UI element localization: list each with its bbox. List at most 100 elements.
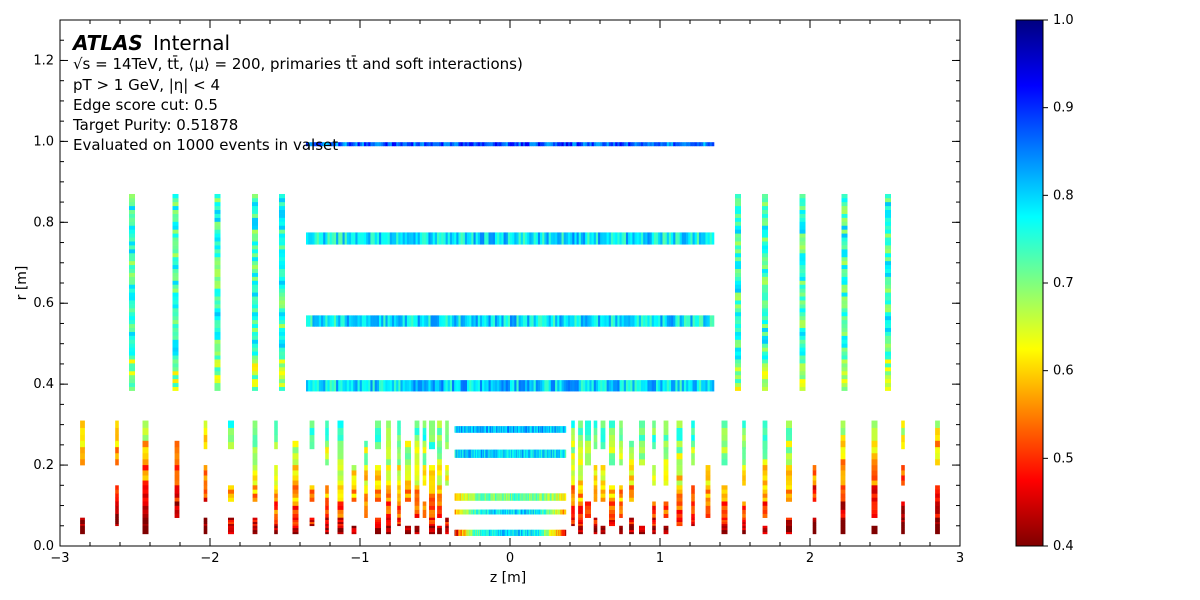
heatmap-cell bbox=[705, 315, 708, 327]
heatmap-cell bbox=[397, 501, 401, 506]
heatmap-cell bbox=[400, 315, 403, 327]
heatmap-cell bbox=[172, 327, 179, 332]
heatmap-cell bbox=[129, 237, 135, 242]
heatmap-cell bbox=[309, 493, 315, 498]
heatmap-cell bbox=[578, 513, 583, 518]
heatmap-cell bbox=[279, 229, 285, 234]
heatmap-cell bbox=[600, 434, 606, 443]
heatmap-cell bbox=[610, 232, 614, 245]
heatmap-cell bbox=[629, 493, 634, 498]
heatmap-cell bbox=[279, 355, 285, 360]
atlas-annotation: ATLAS Internal √s = 14TeV, tt̄, ⟨μ⟩ = 20… bbox=[71, 31, 523, 154]
heatmap-cell bbox=[688, 232, 691, 245]
heatmap-cell bbox=[935, 523, 940, 527]
heatmap-cell bbox=[214, 280, 221, 285]
heatmap-cell bbox=[885, 378, 891, 384]
heatmap-cell bbox=[411, 380, 414, 392]
heatmap-cell bbox=[522, 380, 526, 392]
heatmap-cell bbox=[172, 296, 179, 301]
heatmap-cell bbox=[619, 459, 623, 466]
heatmap-cell bbox=[840, 480, 846, 486]
heatmap-cell bbox=[600, 480, 606, 486]
heatmap-cell bbox=[557, 232, 560, 245]
heatmap-cell bbox=[331, 315, 335, 327]
heatmap-cell bbox=[548, 142, 552, 147]
heatmap-cell bbox=[353, 142, 356, 147]
y-tick-label: 1.2 bbox=[33, 53, 54, 68]
heatmap-cell bbox=[337, 459, 344, 466]
heatmap-cell bbox=[721, 489, 728, 494]
heatmap-cell bbox=[142, 529, 149, 533]
heatmap-cell bbox=[580, 232, 584, 245]
heatmap-cell bbox=[652, 470, 656, 476]
heatmap-cell bbox=[676, 420, 683, 428]
heatmap-cell bbox=[279, 221, 285, 226]
heatmap-cell bbox=[214, 256, 221, 262]
heatmap-cell bbox=[572, 380, 575, 392]
heatmap-cell bbox=[578, 493, 583, 498]
internal-label: Internal bbox=[153, 31, 230, 55]
heatmap-cell bbox=[841, 197, 848, 203]
heatmap-cell bbox=[632, 232, 635, 245]
heatmap-cell bbox=[203, 519, 208, 523]
heatmap-cell bbox=[885, 386, 891, 391]
heatmap-cell bbox=[602, 315, 605, 327]
heatmap-cell bbox=[663, 475, 669, 481]
heatmap-cell bbox=[762, 529, 768, 533]
heatmap-cell bbox=[663, 529, 669, 533]
heatmap-cell bbox=[370, 142, 373, 147]
heatmap-cell bbox=[587, 232, 590, 245]
heatmap-cell bbox=[571, 465, 575, 471]
heatmap-cell bbox=[387, 232, 391, 245]
heatmap-cell bbox=[115, 517, 119, 520]
heatmap-cell bbox=[742, 521, 746, 525]
heatmap-cell bbox=[593, 315, 597, 327]
heatmap-cell bbox=[325, 519, 329, 523]
heatmap-cell bbox=[885, 205, 891, 211]
heatmap-cell bbox=[604, 380, 607, 392]
heatmap-cell bbox=[429, 523, 435, 527]
heatmap-cell bbox=[397, 420, 401, 428]
heatmap-cell bbox=[548, 380, 552, 392]
heatmap-cell bbox=[841, 260, 848, 266]
heatmap-cell bbox=[617, 142, 620, 147]
heatmap-cell bbox=[329, 142, 333, 147]
heatmap-cell bbox=[578, 459, 583, 466]
heatmap-cell bbox=[609, 485, 615, 490]
heatmap-cell bbox=[397, 452, 401, 460]
heatmap-cell bbox=[279, 256, 285, 262]
heatmap-cell bbox=[414, 497, 420, 502]
heatmap-cell bbox=[348, 232, 352, 245]
heatmap-cell bbox=[452, 232, 455, 245]
heatmap-cell bbox=[342, 380, 345, 392]
heatmap-cell bbox=[366, 142, 369, 147]
heatmap-cell bbox=[711, 380, 715, 392]
heatmap-cell bbox=[705, 485, 711, 490]
heatmap-cell bbox=[337, 427, 344, 436]
heatmap-cell bbox=[593, 380, 597, 392]
heatmap-cell bbox=[325, 232, 328, 245]
heatmap-cell bbox=[203, 497, 208, 502]
heatmap-cell bbox=[639, 420, 645, 428]
heatmap-cell bbox=[359, 380, 363, 392]
heatmap-cell bbox=[621, 232, 625, 245]
heatmap-cell bbox=[507, 232, 511, 245]
heatmap-cell bbox=[323, 232, 326, 245]
heatmap-cell bbox=[841, 217, 848, 222]
heatmap-cell bbox=[516, 315, 519, 327]
heatmap-cell bbox=[214, 386, 221, 391]
heatmap-cell bbox=[129, 343, 135, 348]
heatmap-cell bbox=[325, 505, 329, 510]
heatmap-cell bbox=[279, 264, 285, 270]
heatmap-cell bbox=[609, 434, 615, 443]
heatmap-cell bbox=[762, 319, 768, 325]
heatmap-cell bbox=[80, 523, 85, 527]
heatmap-cell bbox=[445, 232, 449, 245]
heatmap-cell bbox=[901, 505, 905, 510]
heatmap-cell bbox=[214, 264, 221, 270]
heatmap-cell bbox=[252, 327, 258, 332]
heatmap-cell bbox=[645, 380, 648, 392]
heatmap-cell bbox=[336, 142, 339, 147]
heatmap-cell bbox=[570, 315, 573, 327]
heatmap-cell bbox=[172, 209, 179, 214]
